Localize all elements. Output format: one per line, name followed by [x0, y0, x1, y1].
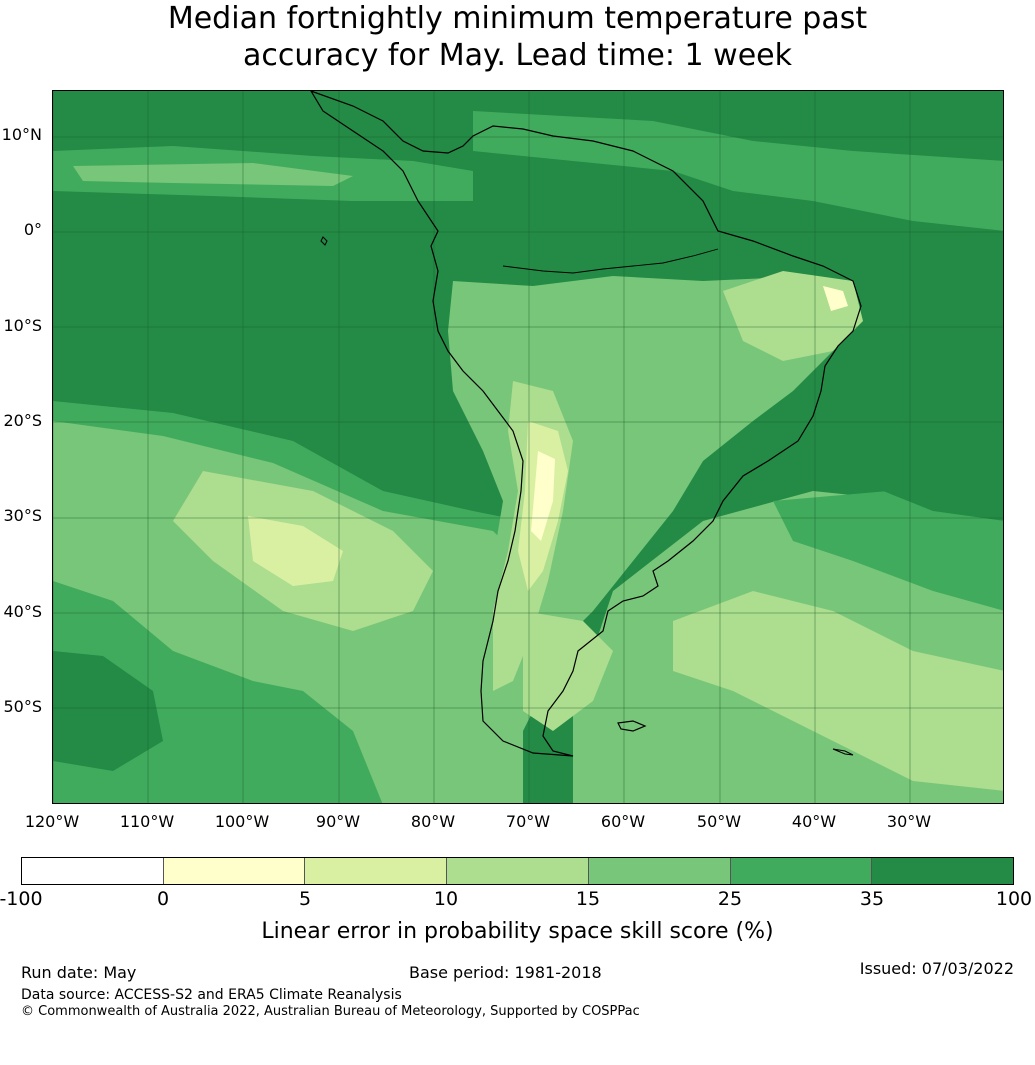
- lon-label-40w: 40°W: [791, 812, 837, 831]
- region-5-10-southwest: [248, 516, 343, 586]
- coastline-galapagos: [320, 236, 328, 246]
- run-date: Run date: May: [21, 963, 137, 982]
- colorbar-segment: [588, 858, 731, 884]
- base-period: Base period: 1981-2018: [409, 963, 602, 982]
- lat-label-10n: 10°N: [1, 125, 42, 144]
- region-25-35-caribbean: [473, 111, 1003, 231]
- colorbar-segment: [305, 858, 448, 884]
- region-35-100-atlantic-patch: [873, 451, 1003, 521]
- title-line-2: accuracy for May. Lead time: 1 week: [243, 38, 792, 73]
- colorbar: [21, 857, 1014, 885]
- issued-date: Issued: 07/03/2022: [859, 959, 1014, 978]
- colorbar-segment: [730, 858, 873, 884]
- lat-label-30s: 30°S: [3, 506, 42, 525]
- colorbar-tick: -100: [0, 888, 43, 910]
- colorbar-segment: [163, 858, 306, 884]
- colorbar-tick: 5: [298, 888, 312, 910]
- copyright: © Commonwealth of Australia 2022, Austra…: [21, 1004, 640, 1019]
- region-0-5-andes-core: [531, 451, 555, 541]
- coastline-falklands: [617, 720, 647, 732]
- lat-label-40s: 40°S: [3, 602, 42, 621]
- river-amazon: [502, 248, 719, 274]
- lon-label-100w: 100°W: [214, 812, 270, 831]
- lat-label-20s: 20°S: [3, 411, 42, 430]
- colorbar-segment: [872, 858, 1014, 884]
- colorbar-segment: [447, 858, 589, 884]
- region-15-25-north-streak: [73, 163, 353, 186]
- colorbar-tick: 10: [433, 888, 459, 910]
- colorbar-segment: [22, 858, 164, 884]
- lon-label-90w: 90°W: [315, 812, 361, 831]
- coastline-south-america: [310, 91, 862, 757]
- region-0-5-northeast-spot: [823, 286, 848, 311]
- colorbar-label: Linear error in probability space skill …: [261, 919, 774, 944]
- chart-title: Median fortnightly minimum temperature p…: [0, 0, 1035, 74]
- colorbar-tick: 100: [995, 888, 1033, 910]
- graticule: [53, 91, 1003, 803]
- lon-label-80w: 80°W: [410, 812, 456, 831]
- lon-label-50w: 50°W: [696, 812, 742, 831]
- colorbar-tick: 15: [575, 888, 601, 910]
- lon-label-60w: 60°W: [600, 812, 646, 831]
- lat-label-0: 0°: [23, 220, 42, 239]
- colorbar-tick: 0: [156, 888, 170, 910]
- coastline-south-georgia: [832, 748, 854, 756]
- lon-label-30w: 30°W: [886, 812, 932, 831]
- region-10-15-south-atlantic: [673, 591, 1003, 791]
- data-source: Data source: ACCESS-S2 and ERA5 Climate …: [21, 987, 402, 1003]
- map-canvas: [53, 91, 1003, 803]
- region-35-100-far-southwest: [53, 651, 163, 771]
- region-25-35-south-atlantic-east: [773, 481, 1003, 611]
- lon-label-120w: 120°W: [24, 812, 80, 831]
- skill-score-map: [52, 90, 1004, 804]
- lat-label-50s: 50°S: [3, 697, 42, 716]
- title-line-1: Median fortnightly minimum temperature p…: [167, 1, 868, 36]
- colorbar-tick: 25: [717, 888, 743, 910]
- lon-label-70w: 70°W: [505, 812, 551, 831]
- lat-label-10s: 10°S: [3, 316, 42, 335]
- colorbar-tick: 35: [859, 888, 885, 910]
- lon-label-110w: 110°W: [119, 812, 175, 831]
